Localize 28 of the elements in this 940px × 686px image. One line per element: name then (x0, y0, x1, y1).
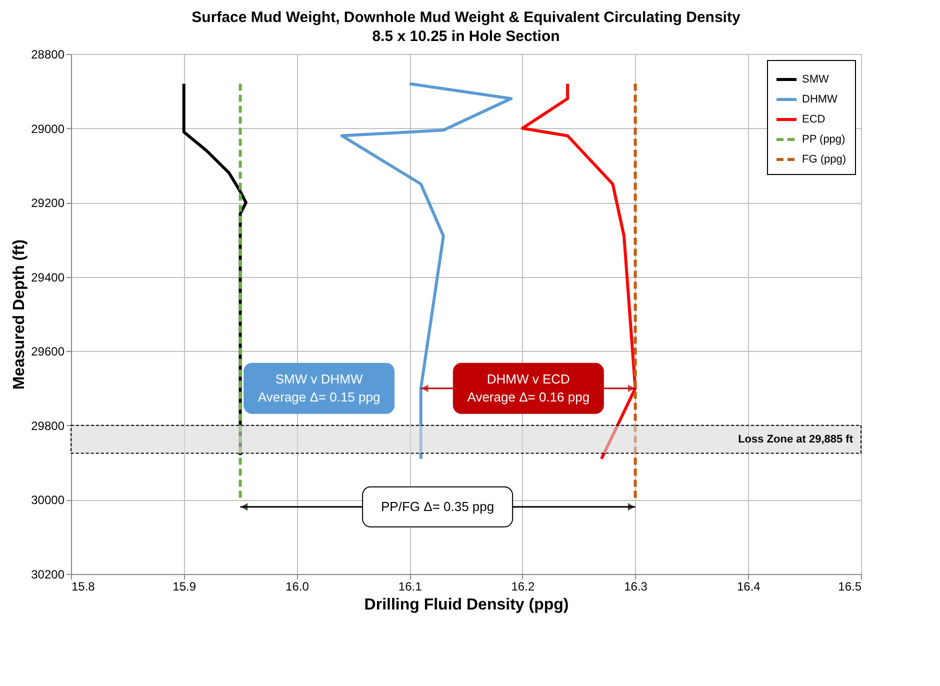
annotation: PP/FG Δ= 0.35 ppg (381, 498, 494, 514)
y-tick-label: 28800 (31, 48, 65, 62)
legend-label: FG (ppg) (802, 154, 846, 166)
x-tick-label: 16.1 (398, 580, 422, 594)
y-tick-label: 29800 (31, 418, 65, 433)
y-axis-title: Measured Depth (ft) (11, 239, 28, 390)
x-tick-label: 16.4 (736, 580, 761, 594)
x-tick-label: 16.3 (624, 580, 648, 594)
y-tick-label: 29600 (31, 344, 65, 359)
legend-label: ECD (802, 114, 826, 126)
chart-title: Surface Mud Weight, Downhole Mud Weight & Equivalent Circulating Density (192, 9, 741, 26)
chart-subtitle: 8.5 x 10.25 in Hole Section (372, 28, 560, 45)
x-tick-label: 15.8 (72, 580, 96, 594)
y-tick-label: 30200 (31, 568, 65, 582)
y-tick-label: 29000 (31, 122, 65, 136)
band-label: Loss Zone at 29,885 ft (738, 433, 854, 446)
x-axis-title: Drilling Fluid Density (ppg) (364, 596, 569, 614)
legend-label: PP (ppg) (802, 134, 846, 146)
legend-label: SMW (802, 74, 830, 86)
x-tick-label: 16.0 (286, 580, 310, 594)
y-tick-label: 30000 (31, 493, 65, 508)
y-tick-label: 29200 (31, 196, 65, 210)
y-tick-label: 29400 (31, 270, 65, 284)
x-tick-label: 16.5 (838, 580, 862, 594)
x-tick-label: 16.2 (511, 580, 535, 594)
x-tick-label: 15.9 (172, 580, 196, 594)
legend-label: DHMW (802, 94, 838, 106)
annotation: SMW v DHMW Average Δ= 0.15 ppg (258, 371, 380, 404)
